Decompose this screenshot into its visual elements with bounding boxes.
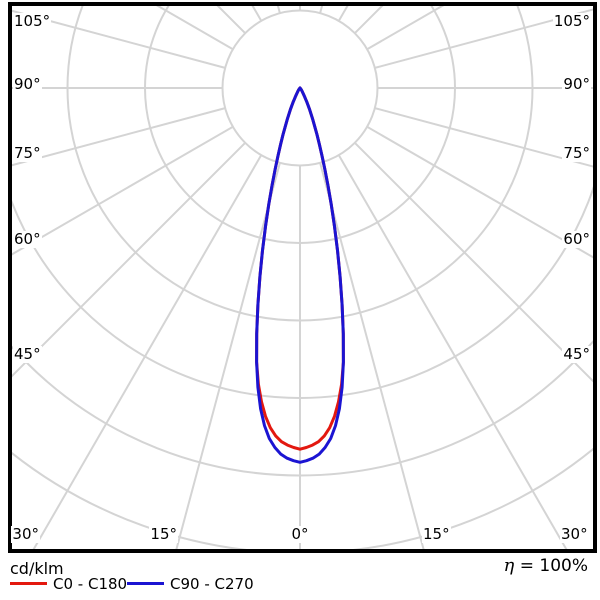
units-label: cd/klm: [10, 559, 64, 578]
angle-label-bottom-1: 15°: [149, 525, 178, 543]
legend-row: C0 - C180 C90 - C270: [0, 576, 600, 594]
angle-label-right-3: 60°: [562, 230, 591, 248]
angle-label-left-3: 60°: [13, 230, 42, 248]
chart-frame: [8, 2, 597, 553]
angle-label-right-1: 90°: [562, 75, 591, 93]
angle-label-left-0: 105°: [13, 12, 52, 30]
angle-label-bottom-2: 0°: [290, 525, 310, 543]
angle-label-right-0: 105°: [552, 12, 591, 30]
angle-label-right-2: 75°: [562, 144, 591, 162]
series-c0-c180-label: C0 - C180: [53, 575, 128, 593]
angle-label-left-2: 75°: [13, 144, 42, 162]
curve-c90-c270: [255, 86, 345, 464]
eta-symbol: η: [503, 555, 515, 576]
eta-value: = 100%: [519, 556, 588, 576]
angle-label-bottom-4: 30°: [560, 525, 589, 543]
angle-label-right-4: 45°: [562, 345, 591, 363]
angle-label-bottom-0: 30°: [11, 525, 40, 543]
series-c0-c180-swatch: [10, 582, 47, 585]
efficiency-label: η = 100%: [503, 555, 588, 577]
series-c90-c270-label: C90 - C270: [170, 575, 254, 593]
angle-label-left-1: 90°: [13, 75, 42, 93]
series-c90-c270-swatch: [127, 582, 164, 585]
angle-label-left-4: 45°: [13, 345, 42, 363]
angle-label-bottom-3: 15°: [422, 525, 451, 543]
